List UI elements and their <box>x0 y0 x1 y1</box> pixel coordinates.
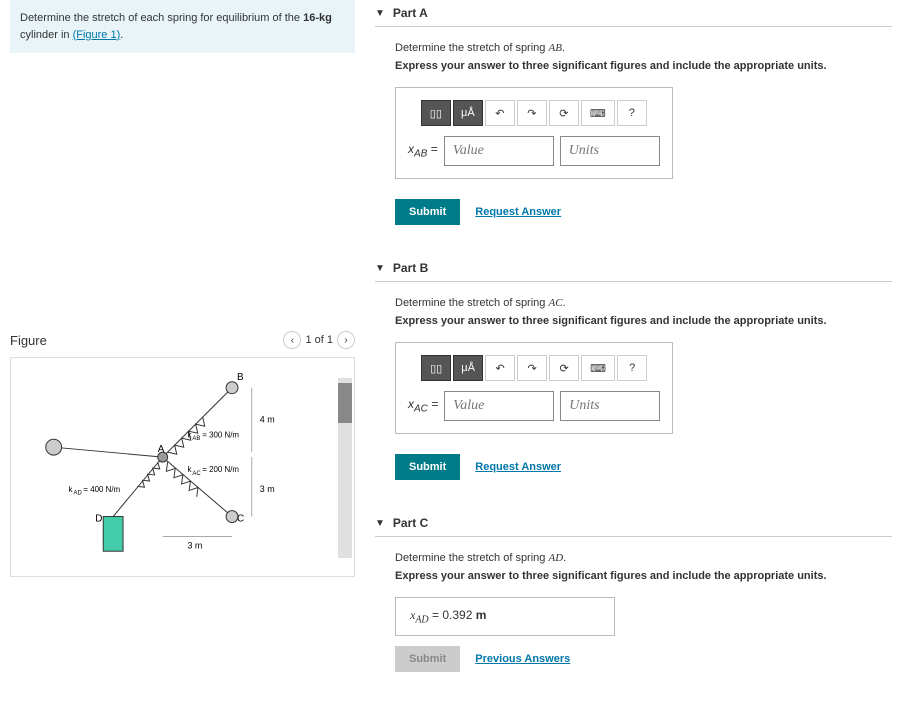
part-b-var-label: xAC = <box>408 397 438 414</box>
part-b-prompt: Determine the stretch of spring AC. <box>395 297 872 309</box>
figure-prev-button[interactable]: ‹ <box>283 331 301 349</box>
undo-button[interactable]: ↶ <box>485 355 515 381</box>
svg-text:= 400 N/m: = 400 N/m <box>83 485 120 494</box>
svg-text:3 m: 3 m <box>187 540 202 550</box>
figure-scrollbar[interactable] <box>338 378 352 558</box>
help-button[interactable]: ? <box>617 355 647 381</box>
figure-next-button[interactable]: › <box>337 331 355 349</box>
svg-text:AD: AD <box>74 491 82 497</box>
caret-down-icon: ▼ <box>375 263 385 274</box>
redo-button[interactable]: ↷ <box>517 100 547 126</box>
templates-button[interactable]: ▯▯ <box>421 100 451 126</box>
problem-mass: 16-kg <box>303 12 332 24</box>
svg-text:k: k <box>69 485 73 494</box>
reset-button[interactable]: ⟳ <box>549 100 579 126</box>
part-a-value-input[interactable] <box>444 136 554 166</box>
keyboard-button[interactable]: ⌨ <box>581 100 615 126</box>
svg-text:= 300 N/m: = 300 N/m <box>202 430 239 439</box>
part-c-answer-display: xAD = 0.392 m <box>395 597 615 636</box>
templates-button[interactable]: ▯▯ <box>421 355 451 381</box>
svg-text:k: k <box>187 465 191 474</box>
svg-text:3 m: 3 m <box>260 484 275 494</box>
reset-button[interactable]: ⟳ <box>549 355 579 381</box>
part-a-prompt: Determine the stretch of spring AB. <box>395 42 872 54</box>
svg-text:4 m: 4 m <box>260 414 275 424</box>
svg-text:AB: AB <box>192 436 200 442</box>
problem-statement: Determine the stretch of each spring for… <box>10 0 355 53</box>
part-b-answer-box: ▯▯ μÅ ↶ ↷ ⟳ ⌨ ? xAC = <box>395 342 673 434</box>
part-c-previous-answers-link[interactable]: Previous Answers <box>475 653 570 665</box>
part-c: ▼ Part C Determine the stretch of spring… <box>375 510 892 687</box>
part-b-instruction: Express your answer to three significant… <box>395 315 872 327</box>
part-b-title: Part B <box>393 261 428 275</box>
part-b-request-answer-link[interactable]: Request Answer <box>475 461 561 473</box>
part-a: ▼ Part A Determine the stretch of spring… <box>375 0 892 240</box>
part-b-header[interactable]: ▼ Part B <box>375 255 892 282</box>
figure-panel: Figure ‹ 1 of 1 › <box>10 323 355 577</box>
keyboard-button[interactable]: ⌨ <box>581 355 615 381</box>
figure-label-b: B <box>237 372 244 383</box>
part-a-units-input[interactable] <box>560 136 660 166</box>
figure-label-c: C <box>237 514 244 525</box>
part-b-units-input[interactable] <box>560 391 660 421</box>
problem-text: Determine the stretch of each spring for… <box>20 12 303 24</box>
caret-down-icon: ▼ <box>375 8 385 19</box>
figure-link[interactable]: (Figure 1) <box>73 29 121 41</box>
figure-image: B A C D 4 m 3 m 3 m kAB = 300 N/m kAC = … <box>10 357 355 577</box>
part-a-header[interactable]: ▼ Part A <box>375 0 892 27</box>
problem-text-mid: cylinder in <box>20 29 73 41</box>
undo-button[interactable]: ↶ <box>485 100 515 126</box>
figure-title: Figure <box>10 333 47 348</box>
help-button[interactable]: ? <box>617 100 647 126</box>
part-a-request-answer-link[interactable]: Request Answer <box>475 206 561 218</box>
part-a-var-label: xAB = <box>408 142 438 159</box>
part-c-title: Part C <box>393 516 428 530</box>
part-a-answer-box: ▯▯ μÅ ↶ ↷ ⟳ ⌨ ? xAB = <box>395 87 673 179</box>
figure-label-d: D <box>95 514 102 525</box>
part-a-instruction: Express your answer to three significant… <box>395 60 872 72</box>
part-c-header[interactable]: ▼ Part C <box>375 510 892 537</box>
svg-text:AC: AC <box>192 471 201 477</box>
part-a-title: Part A <box>393 6 428 20</box>
svg-text:= 200 N/m: = 200 N/m <box>202 465 239 474</box>
figure-page-indicator: 1 of 1 <box>305 334 333 346</box>
part-b-value-input[interactable] <box>444 391 554 421</box>
figure-label-a: A <box>158 444 165 455</box>
part-a-submit-button[interactable]: Submit <box>395 199 460 225</box>
redo-button[interactable]: ↷ <box>517 355 547 381</box>
greek-button[interactable]: μÅ <box>453 100 483 126</box>
part-c-instruction: Express your answer to three significant… <box>395 570 872 582</box>
part-c-prompt: Determine the stretch of spring AD. <box>395 552 872 564</box>
part-c-submit-button[interactable]: Submit <box>395 646 460 672</box>
svg-text:k: k <box>187 430 191 439</box>
greek-button[interactable]: μÅ <box>453 355 483 381</box>
part-b: ▼ Part B Determine the stretch of spring… <box>375 255 892 495</box>
caret-down-icon: ▼ <box>375 518 385 529</box>
part-b-submit-button[interactable]: Submit <box>395 454 460 480</box>
